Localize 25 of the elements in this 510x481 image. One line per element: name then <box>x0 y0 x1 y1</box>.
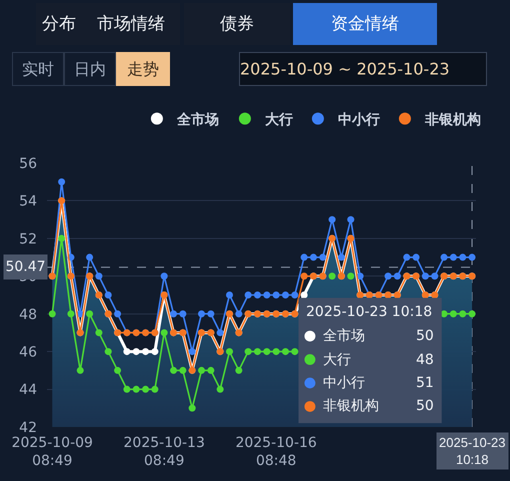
y-tick-label: 48 <box>19 306 37 323</box>
y-tick-label: 52 <box>19 231 37 248</box>
legend-label: 非银机构 <box>424 112 481 128</box>
text: 实时 <box>22 60 54 78</box>
text: 债券 <box>220 14 254 34</box>
text: 资金情绪 <box>331 14 399 34</box>
y-tick-label: 54 <box>19 194 38 210</box>
text: 市场情绪 <box>97 14 165 34</box>
text: 分布 <box>42 14 76 34</box>
y-tick-label: 46 <box>19 344 38 360</box>
legend-label: 全市场 <box>176 111 219 128</box>
text: 2025-10-09 ~ 2025-10-23 <box>240 60 450 78</box>
y-tick-label: 44 <box>19 382 38 398</box>
text: 日内 <box>74 60 106 78</box>
x-tick-label: 2025-10-23 10:18 <box>439 435 506 467</box>
x-tick-label: 2025-10-13 08:49 <box>124 435 205 470</box>
x-tick-label: 2025-10-16 08:48 <box>235 435 317 470</box>
text: 走势 <box>127 60 159 78</box>
x-tick-label: 2025-10-09 08:49 <box>12 435 93 470</box>
legend-label: 中小行 <box>338 112 380 128</box>
text: 2025-10-23 10:18 全市场 50 大行 48 中小行 51 非银机构 50 <box>306 304 434 414</box>
y-tick-label: 42 <box>19 420 37 436</box>
ref-line-label: 50.47 <box>5 259 46 275</box>
legend-label: 大行 <box>264 112 293 128</box>
y-tick-label: 56 <box>19 156 38 172</box>
